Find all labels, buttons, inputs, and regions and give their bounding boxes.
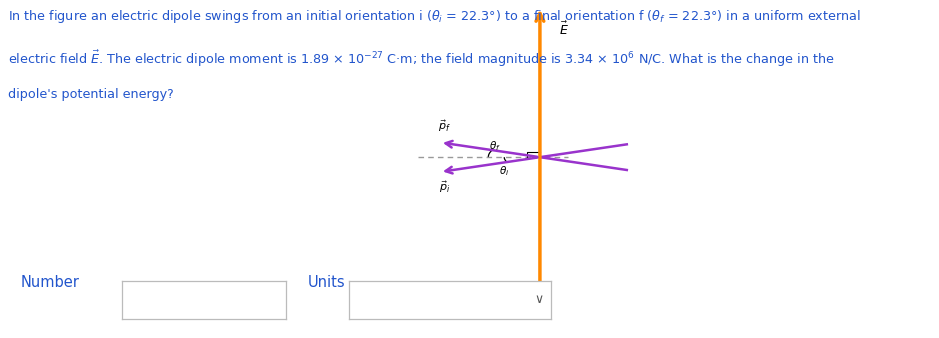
Text: $\vec{p}_f$: $\vec{p}_f$	[439, 118, 451, 134]
Text: i: i	[103, 293, 109, 307]
Text: In the figure an electric dipole swings from an initial orientation i ($\theta_i: In the figure an electric dipole swings …	[8, 8, 860, 25]
Text: dipole's potential energy?: dipole's potential energy?	[8, 88, 174, 101]
Text: Number: Number	[21, 275, 80, 290]
Text: $\vec{p}_i$: $\vec{p}_i$	[439, 179, 451, 195]
Text: ∨: ∨	[534, 293, 543, 307]
Text: $\theta_f$: $\theta_f$	[489, 139, 500, 153]
Text: $\vec{E}$: $\vec{E}$	[559, 20, 569, 38]
Text: $\theta_i$: $\theta_i$	[499, 165, 510, 178]
Text: Units: Units	[308, 275, 346, 290]
Text: electric field $\vec{E}$. The electric dipole moment is 1.89 × 10$^{-27}$ C·m; t: electric field $\vec{E}$. The electric d…	[8, 49, 834, 69]
